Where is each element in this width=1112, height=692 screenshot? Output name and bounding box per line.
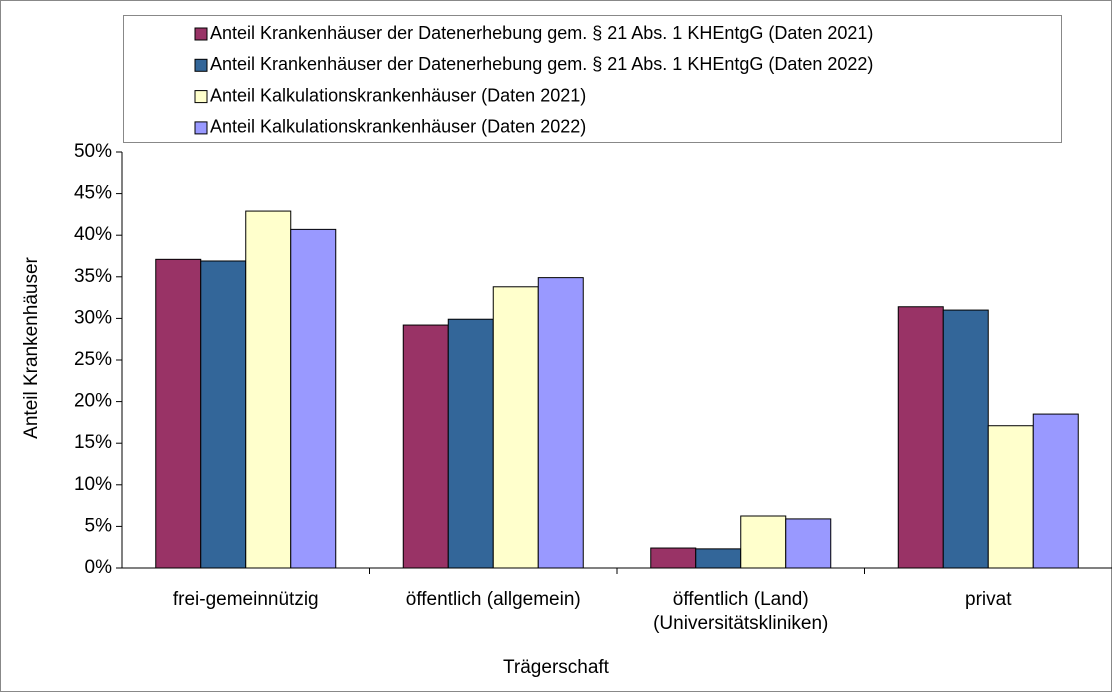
y-axis-label: Anteil Krankenhäuser [21,256,42,438]
bar [785,518,832,569]
bar [290,228,337,569]
x-axis-label: Trägerschaft [503,657,610,678]
bar [537,277,584,569]
bar [695,548,742,569]
bar [740,515,787,569]
y-tick-label: 25% [74,349,112,370]
legend-swatch [194,58,208,72]
y-tick-label: 35% [74,266,112,287]
legend-swatch [194,121,208,135]
bar [492,286,539,569]
x-tick-label: öffentlich (allgemein) [406,589,581,610]
x-tick-label: öffentlich (Land) (Universitätskliniken) [653,589,828,634]
bar [447,318,494,569]
bar [942,309,989,569]
y-tick-label: 30% [74,307,112,328]
y-tick-label: 10% [74,474,112,495]
x-tick-label: frei-gemeinnützig [173,589,319,610]
y-tick-label: 20% [74,391,112,412]
y-tick-label: 0% [85,557,113,578]
bar [155,258,202,569]
bar [1032,413,1079,569]
legend-swatch [194,27,208,41]
y-tick-label: 40% [74,224,112,245]
legend-label: Anteil Kalkulationskrankenhäuser (Daten … [210,117,586,137]
legend-label: Anteil Krankenhäuser der Datenerhebung g… [210,23,873,43]
bar [897,306,944,569]
bar [650,547,697,569]
legend-box [123,15,1062,143]
y-tick-label: 45% [74,183,112,204]
bar [245,210,292,569]
y-tick-label: 15% [74,432,112,453]
legend-label: Anteil Kalkulationskrankenhäuser (Daten … [210,85,586,105]
y-tick-label: 50% [74,141,112,162]
legend-label: Anteil Krankenhäuser der Datenerhebung g… [210,54,873,74]
bar [402,324,449,569]
x-tick-label: privat [965,589,1012,610]
y-tick-label: 5% [85,515,113,536]
bar [987,425,1034,569]
bar [200,260,247,569]
legend-swatch [194,90,208,104]
